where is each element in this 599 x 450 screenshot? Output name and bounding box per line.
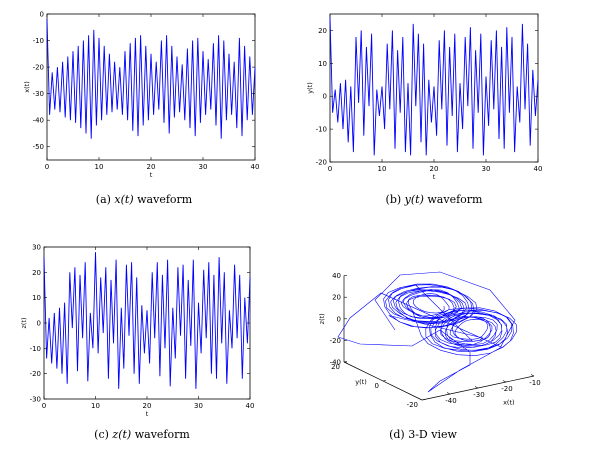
x-tick-mark [474, 386, 479, 389]
y-tick-label: 0 [40, 11, 44, 19]
y-tick-mark [421, 399, 425, 401]
caption-b-prefix: (b) [385, 193, 405, 206]
y-tick-label: 20 [318, 27, 327, 35]
z-tick-label: 0 [337, 315, 341, 323]
x-tick-mark [502, 380, 507, 383]
series-line [43, 252, 251, 389]
z-tick-label: -20 [330, 337, 341, 345]
y-tick-label: -50 [33, 143, 44, 151]
x-tick-label: 40 [534, 165, 543, 173]
y-tick-label: -30 [30, 396, 41, 404]
caption-a-prefix: (a) [95, 193, 115, 206]
z-tick-label: 40 [332, 272, 341, 280]
caption-b: (b) y(t) waveform [386, 193, 483, 206]
x-tick-label: -20 [501, 385, 512, 393]
x-axis-label: t [150, 171, 153, 179]
y-tick-label: 30 [32, 244, 41, 252]
y-tick-mark [382, 380, 386, 382]
caption-d: (d) 3-D view [389, 428, 457, 441]
caption-c-suffix: waveform [131, 428, 190, 441]
panel-x-waveform: 0 10 20 30 40 0 -10 -20 -30 -40 -50 t x(t) [23, 11, 259, 180]
x-tick-label: -10 [529, 379, 540, 387]
x-tick-label: 20 [430, 165, 439, 173]
x-tick-label: 30 [194, 402, 203, 410]
panel-3d-view: -40 -30 -20 -10 20 0 -20 40 20 0 -20 -40 x(t) y(t) z(t… [318, 271, 541, 409]
panel-y-waveform: 0 10 20 30 40 20 10 0 -10 -20 t y(t) [306, 13, 543, 181]
y-tick-label: 20 [331, 363, 340, 371]
y-tick-label: -30 [33, 90, 44, 98]
y-tick-label: 20 [32, 269, 41, 277]
x-tick-label: 20 [147, 163, 156, 171]
panel-z-waveform: 0 10 20 30 40 30 20 10 0 -10 -20 -30 t z(t) [20, 244, 254, 419]
caption-a-math: x(t) [114, 193, 134, 206]
x-tick-label: 40 [251, 163, 260, 171]
z-axis-label: z(t) [318, 313, 326, 324]
x-axis-label: x(t) [503, 398, 514, 406]
caption-c-prefix: (c) [94, 428, 113, 441]
y-tick-label: -10 [316, 126, 327, 134]
y-tick-label: -10 [33, 37, 44, 45]
series-line [46, 19, 256, 139]
x-tick-label: 30 [482, 165, 491, 173]
y-tick-label: 10 [32, 294, 41, 302]
y-tick-label: -20 [33, 64, 44, 72]
y-axis-label: y(t) [355, 378, 366, 386]
x-tick-label: 10 [378, 165, 387, 173]
y-axis-label: y(t) [306, 82, 314, 93]
x-tick-label: 0 [42, 402, 46, 410]
attractor-trajectory [337, 271, 517, 393]
y-tick-label: 10 [318, 60, 327, 68]
caption-c-math: z(t) [112, 428, 132, 441]
caption-a-suffix: waveform [133, 193, 193, 206]
y-tick-label: 0 [375, 382, 379, 390]
z-tick-label: 20 [332, 294, 341, 302]
caption-b-suffix: waveform [423, 193, 483, 206]
y-tick-label: 0 [37, 320, 41, 328]
x-tick-label: -30 [473, 391, 484, 399]
x-tick-label: 40 [246, 402, 255, 410]
x-tick-label: 10 [95, 163, 104, 171]
x-tick-label: 0 [328, 165, 332, 173]
y-tick-label: -20 [30, 370, 41, 378]
x-tick-label: 0 [45, 163, 49, 171]
x-axis-label: t [433, 173, 436, 181]
y-tick-label: -10 [30, 345, 41, 353]
series-line [329, 17, 539, 156]
y-axis-label: x(t) [23, 81, 31, 92]
x-tick-label: -40 [445, 397, 456, 405]
caption-d-prefix: (d) 3-D view [389, 428, 457, 441]
y-tick-label: -20 [407, 401, 418, 409]
plot-frame [46, 13, 256, 161]
caption-b-math: y(t) [404, 193, 424, 206]
x-tick-label: 10 [91, 402, 100, 410]
y-tick-label: -40 [33, 117, 44, 125]
x-axis-label: t [146, 410, 149, 418]
y-tick-label: 0 [323, 93, 327, 101]
caption-a: (a) x(t) waveform [96, 193, 192, 206]
z-tick-label: -40 [330, 359, 341, 367]
y-axis-label: z(t) [20, 317, 28, 328]
x-tick-mark [446, 392, 451, 395]
x-tick-label: 20 [143, 402, 152, 410]
x-tick-mark [530, 374, 535, 377]
x-tick-label: 30 [199, 163, 208, 171]
caption-c: (c) z(t) waveform [94, 428, 190, 441]
y-tick-label: -20 [316, 159, 327, 167]
